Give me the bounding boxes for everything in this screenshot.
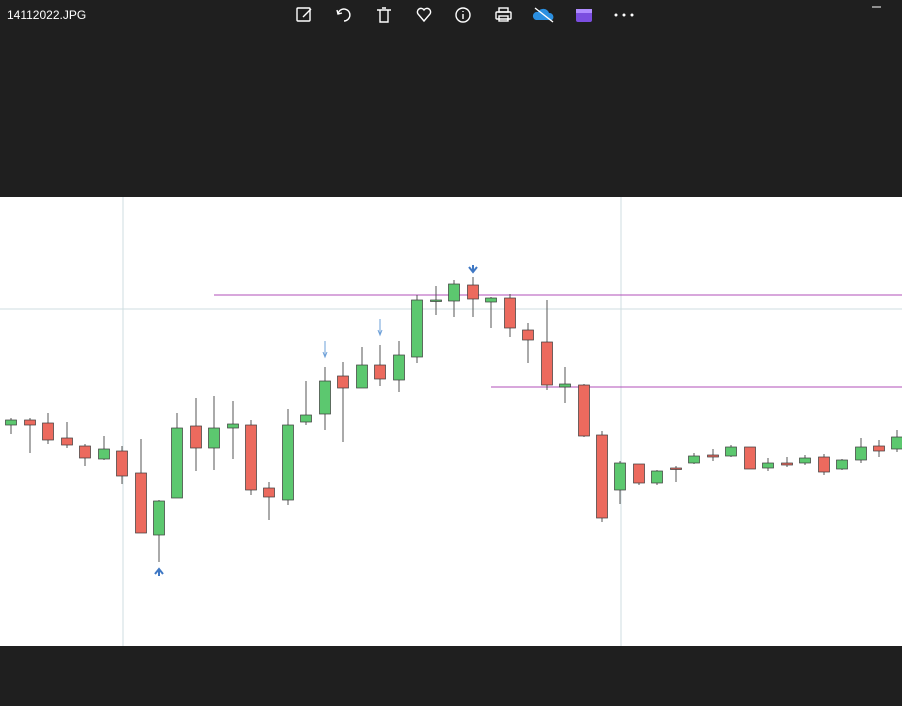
candle-body xyxy=(135,472,147,534)
file-name: 14112022.JPG xyxy=(7,8,87,22)
candle-body xyxy=(374,364,386,380)
candle-body xyxy=(79,445,91,459)
clipchamp-button[interactable] xyxy=(576,9,592,22)
candle-body xyxy=(245,424,257,491)
toolbar xyxy=(296,6,881,23)
candle-body xyxy=(356,364,368,389)
candle-body xyxy=(61,437,73,446)
candle-body xyxy=(541,341,553,386)
candle-body xyxy=(337,375,349,389)
candle-body xyxy=(670,467,682,470)
candle-body xyxy=(891,436,902,450)
rotate-button[interactable] xyxy=(336,8,351,22)
candle-body xyxy=(319,380,331,415)
candle-body xyxy=(116,450,128,477)
candle-body xyxy=(485,297,497,303)
candle-body xyxy=(578,384,590,437)
favorite-button[interactable] xyxy=(416,7,432,23)
delete-button[interactable] xyxy=(377,7,391,23)
candle-body xyxy=(744,446,756,470)
candle-body xyxy=(818,456,830,473)
candle-body xyxy=(836,459,848,470)
candle-body xyxy=(98,448,110,460)
candle-body xyxy=(393,354,405,381)
candle-body xyxy=(5,419,17,426)
signal-arrow xyxy=(468,265,478,274)
candle-body xyxy=(873,445,885,452)
more-button[interactable] xyxy=(614,13,634,17)
candle-body xyxy=(633,463,645,484)
candle-body xyxy=(448,283,460,302)
candle-body xyxy=(688,455,700,464)
candle-body xyxy=(190,425,202,449)
edit-button[interactable] xyxy=(296,7,312,22)
candle-body xyxy=(614,462,626,491)
candle-body xyxy=(855,446,867,461)
candle-body xyxy=(430,299,442,302)
candle-body xyxy=(24,419,36,426)
candle-body xyxy=(559,383,571,388)
candle-body xyxy=(263,487,275,498)
candle-body xyxy=(799,457,811,464)
candle-body xyxy=(227,423,239,429)
candle-body xyxy=(707,454,719,458)
candle-body xyxy=(300,414,312,423)
candle-body xyxy=(282,424,294,501)
candle-body xyxy=(153,500,165,536)
candle-body xyxy=(781,462,793,466)
candle-body xyxy=(651,470,663,484)
candle-body xyxy=(42,422,54,441)
candle-body xyxy=(596,434,608,519)
candle-body xyxy=(522,329,534,341)
signal-arrow xyxy=(322,341,328,359)
onedrive-button[interactable] xyxy=(532,7,554,23)
candle-body xyxy=(208,427,220,449)
candle-body xyxy=(762,462,774,469)
print-button[interactable] xyxy=(495,7,512,22)
candle-body xyxy=(411,299,423,358)
candle-body xyxy=(725,446,737,457)
signal-arrow xyxy=(377,319,383,337)
candle-body xyxy=(171,427,183,499)
candle-body xyxy=(467,284,479,300)
signal-arrow xyxy=(154,567,164,576)
candle-body xyxy=(504,297,516,329)
image-background xyxy=(0,197,902,646)
info-button[interactable] xyxy=(455,7,471,23)
